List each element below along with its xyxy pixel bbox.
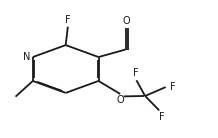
Text: F: F [170, 82, 175, 92]
Text: F: F [65, 15, 71, 25]
Text: O: O [117, 95, 124, 105]
Text: F: F [133, 68, 138, 78]
Text: F: F [158, 112, 164, 122]
Text: O: O [123, 16, 130, 26]
Text: N: N [23, 52, 30, 62]
